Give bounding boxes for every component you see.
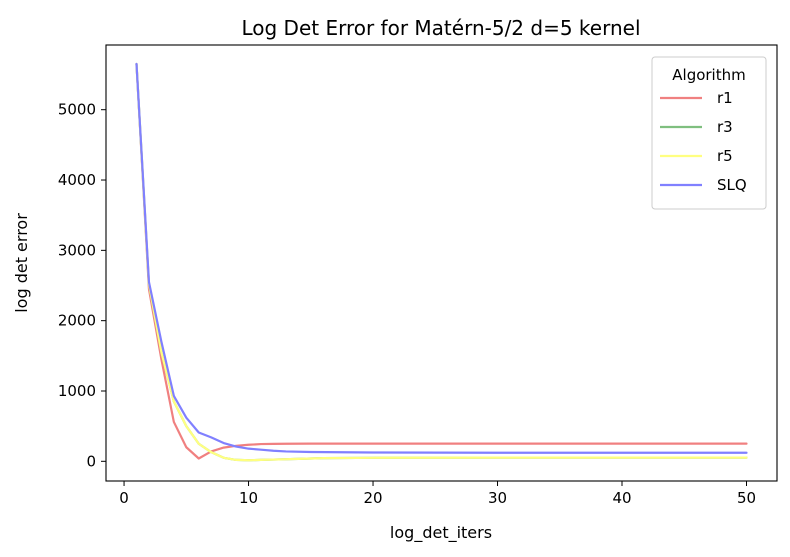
plot-area-frame (105, 44, 778, 482)
x-tick-label: 10 (239, 489, 258, 507)
legend-items: r1 r3 r5 SLQ (660, 89, 747, 194)
y-axis: 0 1000 2000 3000 4000 5000 (58, 101, 106, 470)
series-line-slq (135, 62, 748, 454)
y-axis-label: log det error (12, 213, 31, 313)
x-tick-label: 40 (612, 489, 631, 507)
x-tick-label: 30 (488, 489, 507, 507)
y-tick-label: 5000 (58, 101, 96, 119)
x-tick-label: 50 (737, 489, 756, 507)
legend-label-r3: r3 (717, 118, 733, 136)
legend-label-r1: r1 (717, 89, 733, 107)
x-tick-label: 0 (119, 489, 129, 507)
y-tick-label: 1000 (58, 382, 96, 400)
y-tick-label: 3000 (58, 241, 96, 259)
y-tick-label: 4000 (58, 171, 96, 189)
legend-label-r5: r5 (717, 147, 733, 165)
series-line-r1 (135, 62, 748, 460)
x-tick-label: 20 (363, 489, 382, 507)
chart-title: Log Det Error for Matérn-5/2 d=5 kernel (241, 16, 640, 40)
series-layer (135, 62, 748, 462)
legend: Algorithm r1 r3 r5 SLQ (651, 56, 767, 210)
x-axis: 0 10 20 30 40 50 (119, 481, 756, 507)
legend-title: Algorithm (672, 66, 745, 84)
series-line-r5 (135, 62, 748, 462)
legend-label-slq: SLQ (717, 176, 747, 194)
y-tick-label: 0 (86, 452, 96, 470)
y-tick-label: 2000 (58, 312, 96, 330)
x-axis-label: log_det_iters (390, 523, 492, 543)
legend-box (651, 56, 767, 210)
